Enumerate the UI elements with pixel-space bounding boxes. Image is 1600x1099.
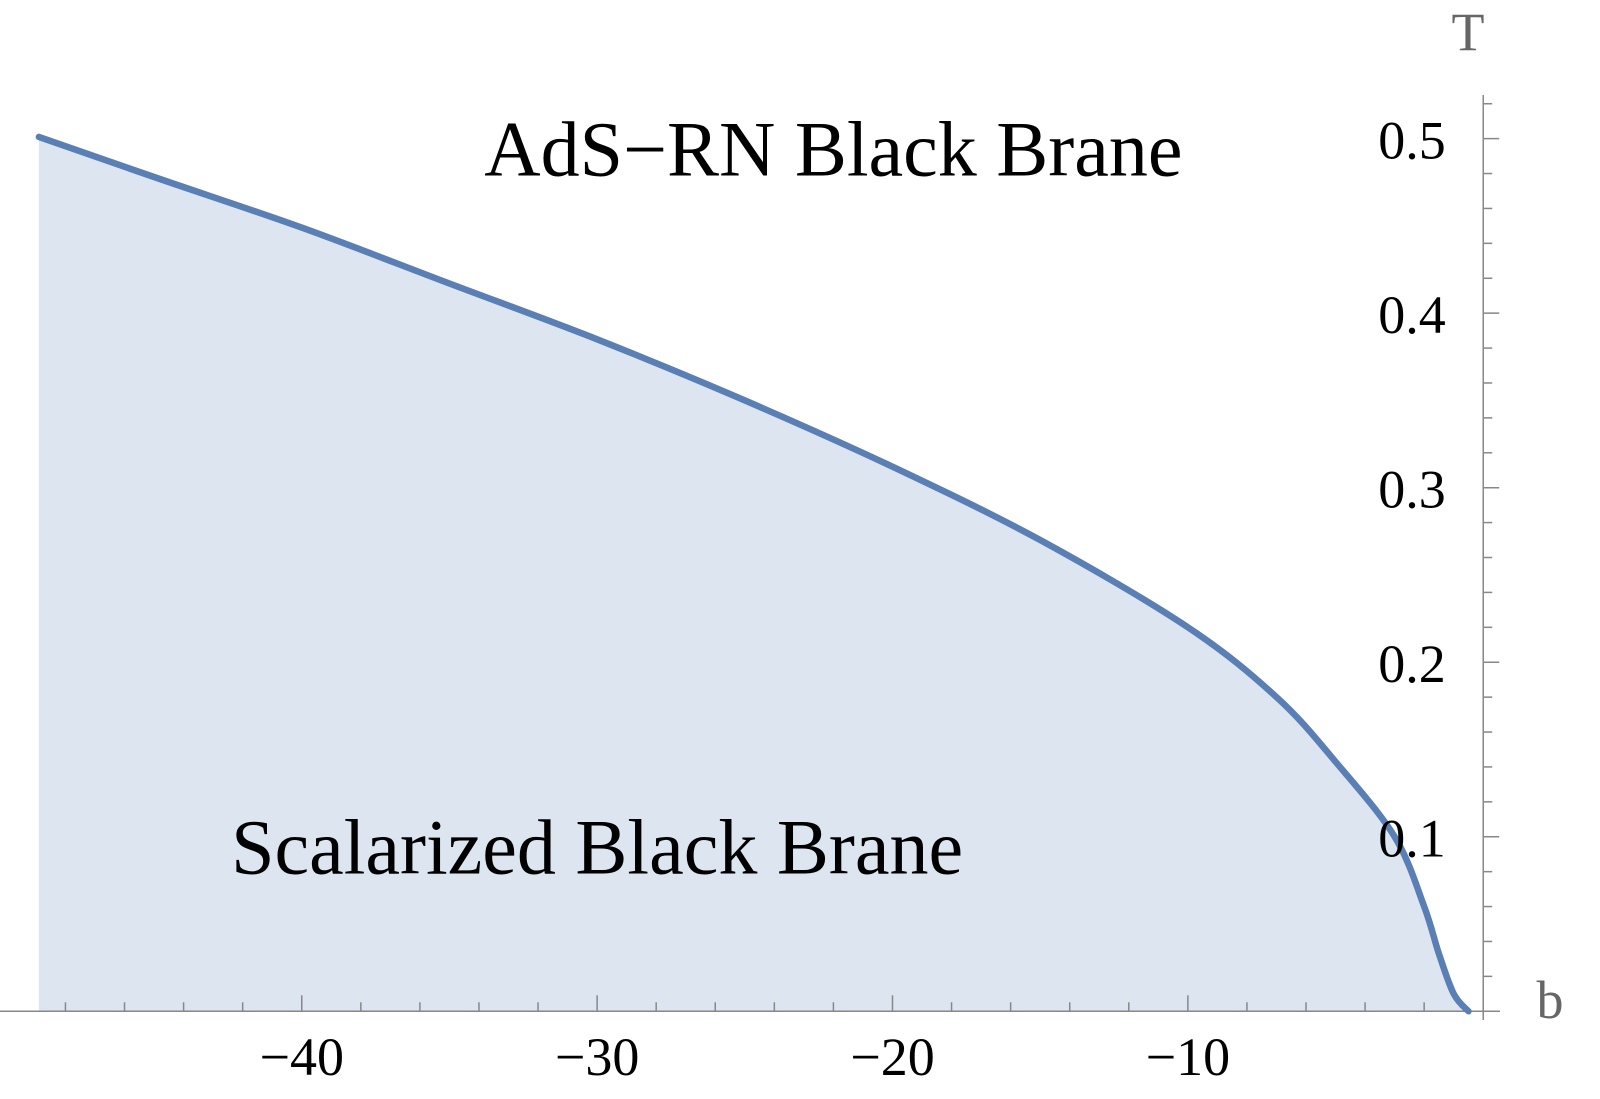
x-tick-label: −10 — [1146, 1027, 1230, 1087]
phase-boundary-curve — [35, 133, 1472, 1015]
y-tick-label: 0.1 — [1378, 809, 1446, 869]
y-tick-label: 0.3 — [1378, 460, 1446, 520]
scalarized-region-fill — [38, 136, 1469, 1012]
y-tick-label: 0.5 — [1378, 111, 1446, 171]
annotation-ads-rn-region: AdS−RN Black Brane — [484, 105, 1182, 192]
x-tick-label: −20 — [850, 1027, 934, 1087]
x-tick-label: −30 — [555, 1027, 639, 1087]
x-axis-label: b — [1537, 970, 1564, 1030]
labels: −40 −30 −20 −10 0.1 0.2 0.3 0.4 0.5Tb AdS−RN Blac… — [231, 2, 1563, 1087]
annotation-scalarized-region: Scalarized Black Brane — [231, 803, 963, 890]
y-axis-label: T — [1452, 2, 1485, 62]
series-line — [35, 133, 1472, 1015]
area-fill — [38, 136, 1469, 1012]
y-tick-label: 0.2 — [1378, 634, 1446, 694]
y-tick-label: 0.4 — [1378, 285, 1446, 345]
axes — [0, 95, 1500, 1020]
x-tick-label: −40 — [260, 1027, 344, 1087]
